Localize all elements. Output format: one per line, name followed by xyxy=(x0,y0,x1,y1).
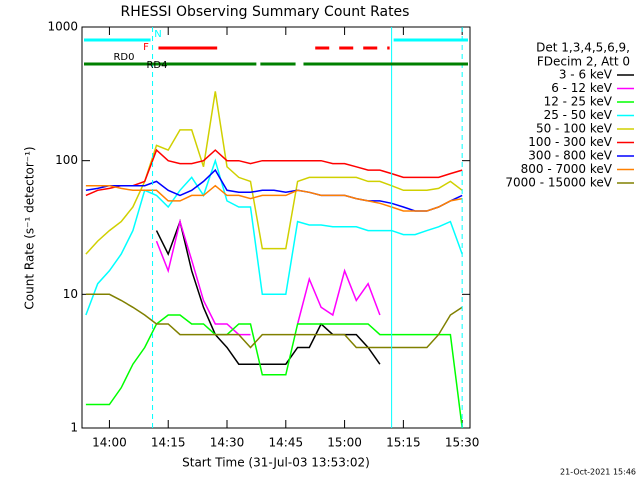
y-tick-label: 1000 xyxy=(47,20,78,34)
series-line xyxy=(85,314,463,429)
x-tick-label: 14:45 xyxy=(269,436,304,450)
legend-label: 6 - 12 keV xyxy=(551,81,613,95)
legend-label: 12 - 25 keV xyxy=(544,95,613,109)
legend-label: 300 - 800 keV xyxy=(528,149,612,163)
plot-frame xyxy=(81,26,471,429)
x-tick-label: 15:00 xyxy=(327,436,362,450)
legend-label: 100 - 300 keV xyxy=(528,135,612,149)
legend-label: 50 - 100 keV xyxy=(536,122,613,136)
legend-label: 25 - 50 keV xyxy=(544,108,613,122)
x-tick-label: 14:15 xyxy=(151,436,186,450)
series-line xyxy=(155,218,381,336)
legend-header: FDecim 2, Att 0 xyxy=(537,55,630,69)
y-tick-label: 1 xyxy=(70,421,78,435)
x-tick-label: 15:15 xyxy=(386,436,421,450)
flag-label: F xyxy=(143,42,149,53)
flag-label: RD4 xyxy=(146,60,167,71)
x-axis-label: Start Time (31-Jul-03 13:53:02) xyxy=(182,456,370,470)
series-line xyxy=(85,158,463,316)
chart-title: RHESSI Observing Summary Count Rates xyxy=(121,4,410,20)
flag-label: N xyxy=(154,29,161,40)
x-tick-label: 14:30 xyxy=(210,436,245,450)
series-line xyxy=(85,168,463,212)
legend-label: 7000 - 15000 keV xyxy=(505,176,612,190)
y-tick-label: 10 xyxy=(63,287,78,301)
series-line xyxy=(85,148,463,197)
y-axis-label: Count Rate (s⁻¹ detector⁻¹) xyxy=(23,146,37,309)
series-line xyxy=(85,293,463,349)
flag-label: RD0 xyxy=(113,52,134,63)
legend-header: Det 1,3,4,5,6,9, xyxy=(536,41,630,55)
y-tick-label: 100 xyxy=(55,153,78,167)
series-line xyxy=(85,184,463,212)
x-tick-label: 14:00 xyxy=(92,436,127,450)
footer: 21-Oct-2021 15:46 xyxy=(560,468,636,477)
legend-label: 3 - 6 keV xyxy=(559,68,613,82)
legend-label: 800 - 7000 keV xyxy=(521,162,613,176)
x-tick-label: 15:30 xyxy=(445,436,480,450)
